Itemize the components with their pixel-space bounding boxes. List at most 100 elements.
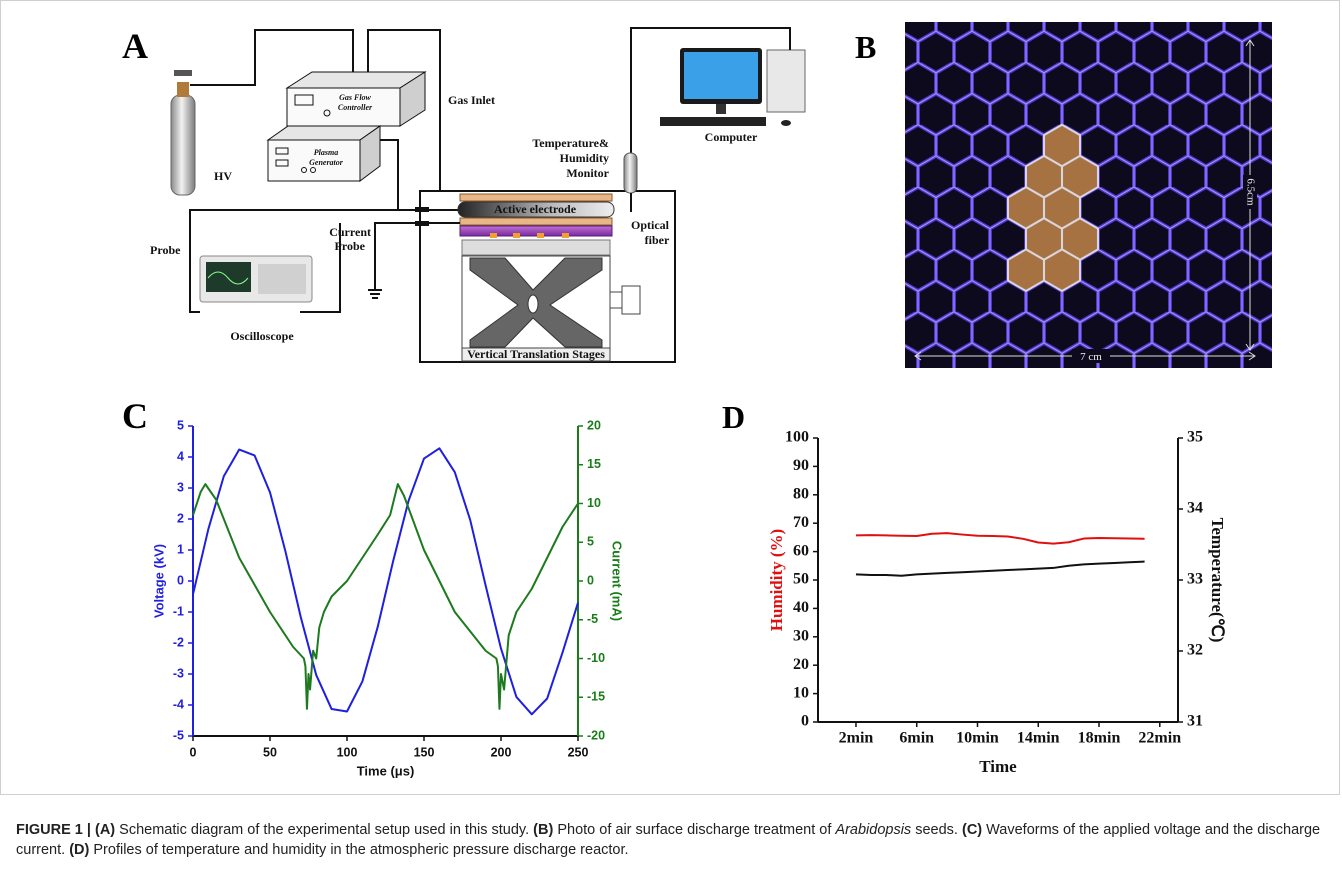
x-tick-label: 200 [491, 745, 512, 759]
y-tick-label: 0 [801, 713, 809, 730]
y2-tick-label: -15 [587, 690, 605, 704]
x-tick-label: 10min [956, 730, 999, 747]
x-tick-label: 50 [263, 745, 277, 759]
y2-tick-label: 0 [587, 573, 594, 587]
current-line [375, 223, 460, 290]
y2-tick-label: 32 [1187, 642, 1203, 659]
y-tick-label: 1 [177, 542, 184, 556]
seed-cell [1008, 249, 1044, 291]
y2-tick-label: -5 [587, 612, 598, 626]
y-tick-label: 2 [177, 511, 184, 525]
stage-joint [528, 295, 538, 313]
x-axis-label: Time (μs) [357, 763, 415, 778]
y-tick-label: 50 [793, 571, 809, 588]
electrode-label: Active electrode [494, 202, 577, 216]
electrode-plate [460, 218, 612, 225]
y2-tick-label: 33 [1187, 571, 1203, 588]
scope-screen [206, 262, 251, 292]
width-label: 7 cm [1080, 351, 1102, 363]
gas-cylinder [171, 95, 195, 195]
probe-label: Probe [335, 239, 366, 253]
monitor-screen [684, 52, 758, 99]
y-tick-label: -3 [173, 666, 184, 680]
y-tick-label: 4 [177, 449, 184, 463]
y-tick-label: 0 [177, 573, 184, 587]
panel-label: B [855, 29, 876, 65]
stage-knob [622, 286, 640, 314]
y-tick-label: 3 [177, 480, 184, 494]
x-tick-label: 6min [899, 730, 934, 747]
y-tick-label: 10 [793, 684, 809, 701]
height-label: 6.5cm [1244, 178, 1256, 206]
stage-knob [610, 292, 622, 308]
y2-tick-label: -10 [587, 651, 605, 665]
box-label: Generator [309, 158, 344, 167]
box-label: Controller [338, 103, 373, 112]
y-tick-label: -1 [173, 604, 184, 618]
x-tick-label: 22min [1138, 730, 1181, 747]
y-tick-label: -4 [173, 697, 184, 711]
y-tick-label: 80 [793, 485, 809, 502]
x-axis-label: Time [979, 757, 1017, 776]
caption-text: Profiles of temperature and humidity in … [93, 842, 628, 858]
box-label: Plasma [314, 148, 338, 157]
y-tick-label: 60 [793, 542, 809, 559]
y2-axis-label: Temperature(℃) [1208, 518, 1227, 643]
stages-label: Vertical Translation Stages [467, 347, 605, 361]
hex-electrode [905, 22, 1272, 368]
seed [537, 233, 544, 238]
photo: 7 cm 6.5cm [905, 22, 1272, 368]
caption-italic: Arabidopsis [835, 822, 911, 838]
cylinder-valve [177, 82, 189, 97]
oscilloscope-label: Oscilloscope [230, 329, 294, 343]
y2-tick-label: 34 [1187, 500, 1203, 517]
caption-text: Schematic diagram of the experimental se… [119, 822, 529, 838]
keyboard [660, 117, 766, 126]
stage-plate [462, 240, 610, 255]
page: A B C D Gas Flow Controller Plasma Gener… [0, 0, 1342, 870]
mouse [781, 120, 791, 126]
ground [368, 290, 382, 298]
figure: A B C D Gas Flow Controller Plasma Gener… [0, 0, 1342, 800]
seed [562, 233, 569, 238]
y-axis-label: Voltage (kV) [151, 544, 166, 618]
computer-tower [767, 50, 805, 112]
y-tick-label: 30 [793, 627, 809, 644]
schematic: Gas Flow Controller Plasma Generator Gas… [150, 28, 805, 362]
y-tick-label: -2 [173, 635, 184, 649]
seed-cell [1044, 249, 1080, 291]
box-label: Gas Flow [339, 93, 371, 102]
y-tick-label: 40 [793, 599, 809, 616]
y2-tick-label: 35 [1187, 429, 1203, 446]
y-axis-label: Humidity (%) [767, 529, 786, 631]
y-tick-label: 5 [177, 418, 184, 432]
data-line [856, 533, 1145, 544]
y2-axis-label: Current (mA) [610, 541, 625, 621]
electrode-plate [460, 194, 612, 201]
dielectric [460, 226, 612, 236]
fiber-label: Optical [631, 218, 670, 232]
x-tick-label: 250 [568, 745, 589, 759]
monitor-label: Temperature& [532, 136, 609, 150]
x-tick-label: 14min [1017, 730, 1060, 747]
probe-label: Probe [150, 243, 181, 257]
sensor [624, 153, 637, 193]
seed [513, 233, 520, 238]
y2-tick-label: -20 [587, 728, 605, 742]
y-tick-label: 70 [793, 514, 809, 531]
x-tick-label: 0 [190, 745, 197, 759]
y-tick-label: 100 [785, 429, 809, 446]
caption-text: seeds. [915, 822, 958, 838]
x-tick-label: 2min [839, 730, 874, 747]
y2-tick-label: 31 [1187, 713, 1203, 730]
monitor-stand [716, 104, 726, 114]
seed [490, 233, 497, 238]
y2-tick-label: 5 [587, 535, 594, 549]
monitor-label: Monitor [566, 166, 609, 180]
caption-bold: (B) [533, 822, 553, 838]
scope-panel [258, 264, 306, 294]
data-line [193, 448, 578, 714]
panel-label: C [122, 396, 148, 436]
y2-tick-label: 10 [587, 496, 601, 510]
computer-label: Computer [705, 130, 758, 144]
